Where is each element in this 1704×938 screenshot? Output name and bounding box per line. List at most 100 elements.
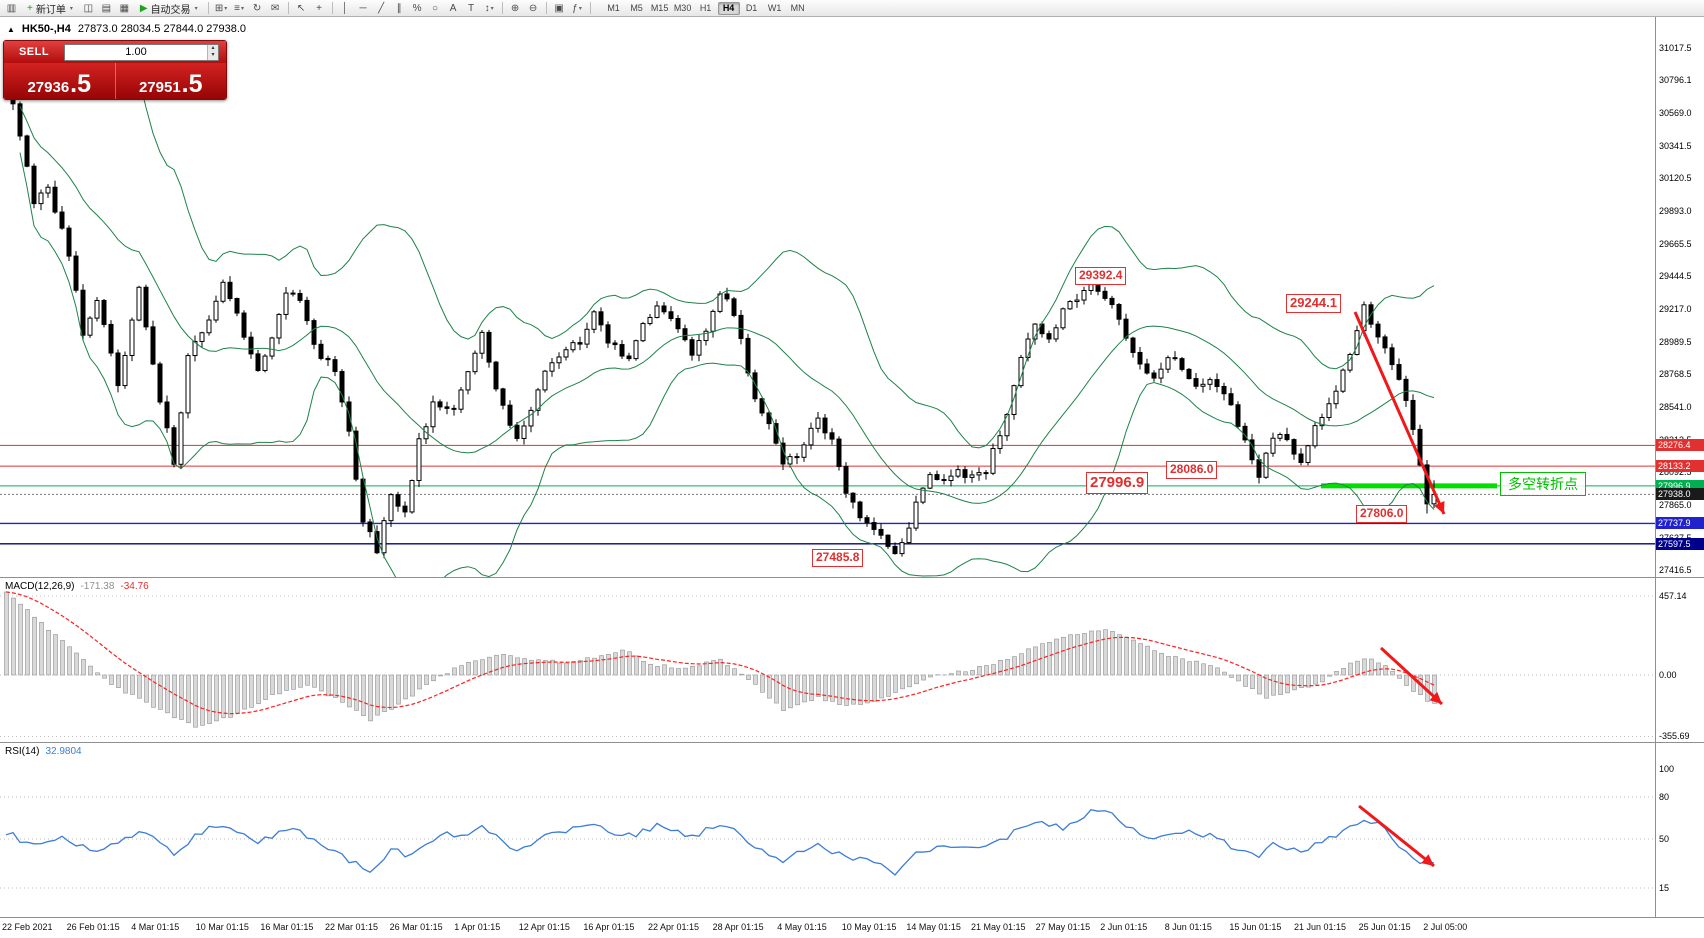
macd-indicator-label: MACD(12,26,9) -171.38 -34.76 xyxy=(5,581,149,592)
timeframe-m1[interactable]: M1 xyxy=(607,3,620,13)
price-callout[interactable]: 28086.0 xyxy=(1166,461,1218,479)
buy-button[interactable]: BUY xyxy=(221,46,226,58)
trend-arrow-head xyxy=(1434,501,1445,514)
trendline-icon: ╱ xyxy=(378,2,385,14)
price-axis-label: 28989.5 xyxy=(1659,336,1692,347)
timeframe-h1[interactable]: H1 xyxy=(699,3,712,13)
timeframe-mn[interactable]: MN xyxy=(790,3,805,13)
macd-layer xyxy=(0,591,1655,737)
time-axis-label: 1 Apr 01:15 xyxy=(454,922,501,932)
lot-decrease-button[interactable]: ▾ xyxy=(208,52,218,60)
shapes-icon[interactable]: ○ xyxy=(427,1,444,15)
arrows-tool-icon[interactable]: ↕ ▾ xyxy=(481,1,498,15)
time-axis-label: 16 Apr 01:15 xyxy=(583,922,635,932)
price-axis-label: 29893.0 xyxy=(1659,206,1692,216)
macd-axis-label: -355.69 xyxy=(1659,731,1690,742)
equidistant-channel-icon[interactable]: ∥ xyxy=(391,1,408,15)
price-callout[interactable]: 27996.9 xyxy=(1086,472,1149,494)
chart-list-icon[interactable]: ≡ ▾ xyxy=(231,1,248,15)
timeframe-m15[interactable]: M15 xyxy=(650,3,669,13)
turning-point-annotation[interactable]: 多空转折点 xyxy=(1500,472,1586,496)
toolbar-separator xyxy=(545,2,547,14)
price-divider xyxy=(114,63,116,99)
buy-price-display[interactable]: 27951 .5 xyxy=(116,63,227,99)
time-axis-label: 15 Jun 01:15 xyxy=(1229,922,1282,932)
timeframe-m30[interactable]: M30 xyxy=(673,3,692,13)
vertical-line-icon[interactable]: │ xyxy=(337,1,354,15)
sell-price-display[interactable]: 27936 .5 xyxy=(4,63,115,99)
tile-windows-icon: ▣ xyxy=(554,2,564,14)
time-axis-label: 16 Mar 01:15 xyxy=(260,922,314,932)
zoom-out-icon[interactable]: ⊖ xyxy=(525,1,542,15)
lot-increase-button[interactable]: ▴ xyxy=(208,44,218,52)
price-axis-label: 28541.0 xyxy=(1659,401,1692,412)
refresh-icon[interactable]: ↻ xyxy=(249,1,266,15)
new-chart-icon[interactable]: ⊞ ▾ xyxy=(213,1,230,15)
trend-arrow[interactable] xyxy=(1358,804,1435,868)
trendline-icon[interactable]: ╱ xyxy=(373,1,390,15)
price-callout[interactable]: 27806.0 xyxy=(1356,505,1408,523)
price-callout[interactable]: 29244.1 xyxy=(1286,294,1341,313)
profiles-icon[interactable]: ▤ xyxy=(98,1,115,15)
cursor-icon[interactable]: ↖ xyxy=(293,1,310,15)
buy-price-main: 27951 xyxy=(138,79,181,96)
text-label-icon[interactable]: T xyxy=(463,1,480,15)
text-icon[interactable]: A xyxy=(445,1,462,15)
mail-icon[interactable]: ✉ xyxy=(267,1,284,15)
market-watch-icon: ▦ xyxy=(119,2,130,14)
trend-arrow[interactable] xyxy=(1379,646,1444,706)
trend-arrow-head xyxy=(1421,854,1434,866)
caret-down-icon: ▾ xyxy=(240,5,244,12)
time-axis-label: 4 May 01:15 xyxy=(777,922,827,932)
chart-symbol-period: HK50-,H4 xyxy=(21,23,71,35)
timeframe-group: M1 M5 M15 M30 H1 H4 D1 W1 MN xyxy=(603,1,809,15)
price-axis-label: 29444.5 xyxy=(1659,271,1692,282)
rsi-panel-splitter[interactable] xyxy=(0,742,1704,743)
new-order-chart-icon[interactable]: ▥ xyxy=(3,1,20,15)
time-axis-label: 22 Apr 01:15 xyxy=(648,922,700,932)
macd-name: MACD(12,26,9) xyxy=(5,581,75,592)
crosshair-icon[interactable]: + xyxy=(311,1,328,15)
charts-window-icon[interactable]: ◫ xyxy=(80,1,97,15)
zoom-in-icon: ⊕ xyxy=(510,2,520,14)
sell-button[interactable]: SELL xyxy=(18,46,50,58)
trend-arrow-head xyxy=(1429,691,1442,704)
zoom-out-icon: ⊖ xyxy=(528,2,538,14)
lot-spinner: ▴ ▾ xyxy=(207,44,218,60)
timeframe-h4[interactable]: H4 xyxy=(717,1,740,15)
one-click-trading-panel: SELL ▴ ▾ BUY 27936 .5 27951 .5 xyxy=(3,40,227,100)
sell-price-main: 27936 xyxy=(27,79,70,96)
toolbar-separator xyxy=(287,2,289,14)
trend-arrow[interactable] xyxy=(1353,311,1446,515)
fibonacci-icon[interactable]: % xyxy=(409,1,426,15)
tile-windows-icon[interactable]: ▣ xyxy=(551,1,568,15)
price-tag: 28133.2 xyxy=(1656,460,1704,473)
timeframe-d1[interactable]: D1 xyxy=(745,3,758,13)
new-order-button[interactable]: + 新订单 ▾ xyxy=(21,1,79,16)
vertical-line-icon: │ xyxy=(341,2,349,14)
time-axis-label: 12 Apr 01:15 xyxy=(518,922,570,932)
timeframe-m5[interactable]: M5 xyxy=(630,3,643,13)
collapse-panel-icon[interactable]: ▲ xyxy=(7,24,15,34)
time-axis-label: 4 Mar 01:15 xyxy=(131,922,180,932)
zoom-in-icon[interactable]: ⊕ xyxy=(507,1,524,15)
price-callout[interactable]: 29392.4 xyxy=(1075,267,1127,285)
price-axis-label: 30341.5 xyxy=(1659,140,1692,151)
indicators-icon[interactable]: ƒ ▾ xyxy=(569,1,586,15)
equidistant-channel-icon: ∥ xyxy=(396,2,402,14)
price-axis-label: 30569.0 xyxy=(1659,108,1692,118)
price-tag: 27597.5 xyxy=(1656,537,1704,550)
macd-panel-splitter[interactable] xyxy=(0,577,1704,578)
price-callout[interactable]: 27485.8 xyxy=(812,549,864,567)
timeframe-w1[interactable]: W1 xyxy=(767,3,782,13)
lot-size-input[interactable] xyxy=(65,44,207,60)
main-chart-layer xyxy=(0,49,1655,577)
time-axis-label: 26 Feb 01:15 xyxy=(66,922,120,932)
horizontal-line-icon[interactable]: ─ xyxy=(355,1,372,15)
market-watch-icon[interactable]: ▦ xyxy=(116,1,133,15)
mail-icon: ✉ xyxy=(270,2,280,14)
autotrading-button[interactable]: ▶ 自动交易 ▾ xyxy=(134,1,204,16)
bollinger-lower-band xyxy=(19,152,1435,577)
